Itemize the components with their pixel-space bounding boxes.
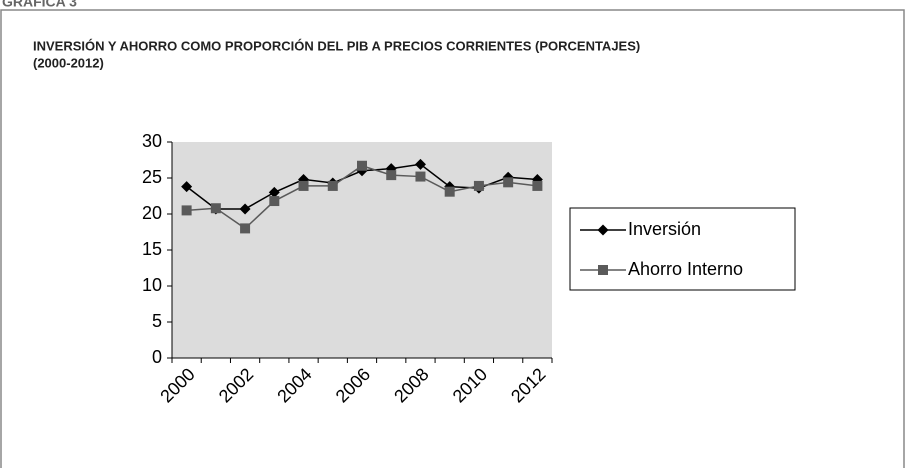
point (239, 203, 251, 215)
point (181, 205, 192, 216)
legend-label: Ahorro Interno (628, 259, 743, 279)
legend-box (569, 207, 796, 291)
point (357, 160, 367, 171)
point (269, 196, 280, 207)
chart-title: (2000-2012) (33, 55, 104, 70)
y-tick-label: 25 (142, 167, 162, 187)
point (210, 203, 221, 214)
y-tick-label: 30 (142, 131, 162, 151)
point (298, 180, 309, 191)
point (503, 177, 514, 188)
plot-area (172, 142, 552, 358)
point (268, 186, 280, 198)
y-tick-label: 0 (152, 347, 162, 367)
point (181, 181, 193, 193)
legend-marker (597, 224, 609, 236)
header: GRÁFICA 3 (2, 0, 77, 10)
legend-marker (598, 265, 608, 275)
point (414, 158, 426, 170)
y-tick-label: 10 (142, 275, 162, 295)
legend-label: Inversión (628, 219, 701, 239)
y-tick-label: 20 (142, 203, 162, 223)
point (473, 180, 484, 191)
chart-title: INVERSIÓN Y AHORRO COMO PROPORCIÓN DEL P… (33, 38, 640, 53)
y-tick-label: 5 (152, 311, 162, 331)
point (386, 170, 397, 181)
point (415, 171, 426, 182)
y-tick-label: 15 (142, 239, 162, 259)
point (240, 223, 251, 234)
point (444, 186, 455, 197)
point (327, 180, 338, 191)
point (532, 180, 543, 191)
